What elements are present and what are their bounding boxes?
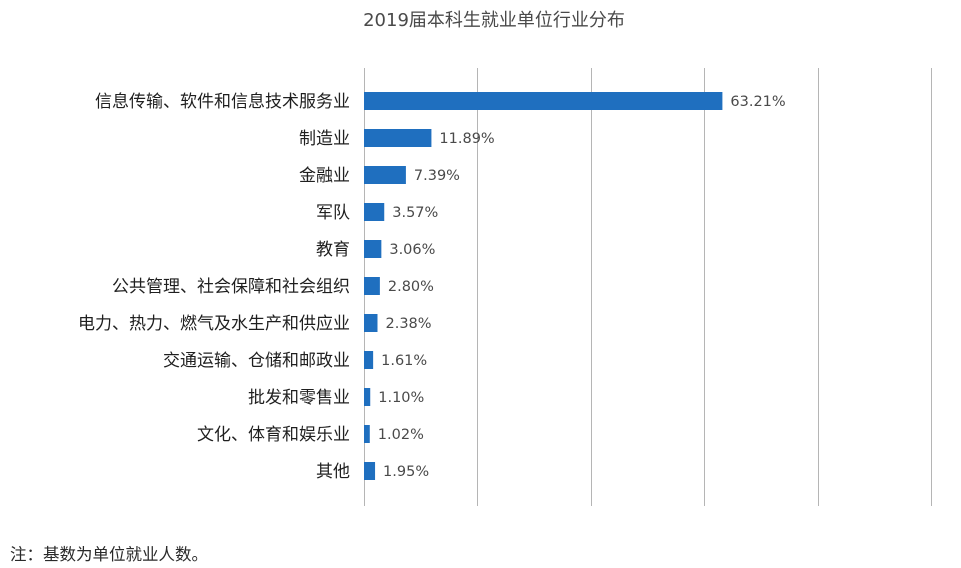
category-label: 军队 [316, 203, 350, 223]
category-label: 信息传输、软件和信息技术服务业 [95, 92, 350, 112]
category-label: 批发和零售业 [248, 388, 350, 408]
data-label: 1.02% [378, 427, 424, 443]
bar [364, 203, 385, 221]
bar [364, 166, 406, 184]
data-label: 2.38% [385, 316, 431, 332]
chart-title: 2019届本科生就业单位行业分布 [363, 10, 625, 31]
bar [364, 388, 371, 406]
data-label: 1.95% [383, 464, 429, 480]
data-label: 7.39% [414, 168, 460, 184]
bars-layer [364, 92, 723, 480]
bar [364, 240, 382, 258]
category-label: 其他 [316, 462, 350, 482]
bar [364, 425, 370, 443]
data-label: 2.80% [388, 279, 434, 295]
bar [364, 351, 374, 369]
data-label: 3.06% [389, 242, 435, 258]
data-label: 11.89% [439, 131, 494, 147]
footnote: 注：基数为单位就业人数。 [10, 545, 208, 564]
labels-layer: 信息传输、软件和信息技术服务业 63.21% 制造业 11.89% 金融业 7.39% 军队… [78, 92, 786, 482]
data-label: 3.57% [392, 205, 438, 221]
data-label: 63.21% [730, 94, 785, 110]
category-label: 教育 [316, 240, 350, 260]
category-label: 公共管理、社会保障和社会组织 [112, 277, 350, 297]
bar [364, 92, 723, 110]
bar [364, 462, 376, 480]
bar [364, 129, 432, 147]
data-label: 1.10% [378, 390, 424, 406]
category-label: 文化、体育和娱乐业 [197, 425, 350, 445]
bar [364, 314, 378, 332]
category-label: 金融业 [299, 166, 350, 186]
data-label: 1.61% [381, 353, 427, 369]
category-label: 制造业 [299, 129, 350, 149]
category-label: 电力、热力、燃气及水生产和供应业 [78, 314, 350, 334]
bar [364, 277, 380, 295]
category-label: 交通运输、仓储和邮政业 [163, 351, 350, 371]
